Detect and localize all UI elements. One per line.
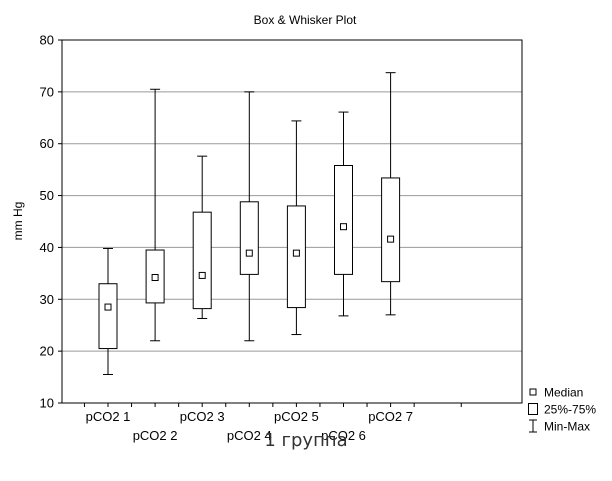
legend-item-box: 25%-75%	[528, 403, 596, 417]
median-marker	[104, 303, 112, 311]
plot-frame	[61, 39, 523, 404]
legend-item-small-square: Median	[529, 386, 583, 400]
box-5	[286, 120, 306, 336]
y-tick-label: 10	[40, 396, 54, 411]
median-marker	[387, 235, 395, 243]
y-tick-label: 70	[40, 84, 54, 99]
iqr-box	[381, 177, 401, 283]
box-7	[381, 72, 401, 316]
y-tick-label: 20	[40, 344, 54, 359]
legend-label: Min-Max	[544, 420, 590, 434]
legend-label: 25%-75%	[544, 403, 596, 417]
iqr-box	[239, 201, 259, 275]
median-marker	[198, 271, 206, 279]
median-marker	[292, 249, 300, 257]
box-1	[98, 247, 118, 375]
median-marker	[245, 249, 253, 257]
box-3	[192, 155, 212, 319]
median-marker	[151, 274, 159, 282]
y-tick-label: 60	[40, 136, 54, 151]
y-tick-label: 80	[40, 33, 54, 48]
boxes-group	[98, 72, 401, 375]
box-6	[334, 111, 353, 317]
x-tick-label: pCO2 7	[368, 409, 413, 424]
legend: Median 25%-75% Min-Max	[528, 386, 596, 434]
x-tick-label: pCO2 1	[86, 409, 131, 424]
chart-title: Box & Whisker Plot	[254, 13, 357, 27]
legend-item-whisker: Min-Max	[529, 419, 590, 434]
y-axis-label: mm Hg	[11, 202, 25, 241]
x-tick-label: pCO2 6	[321, 428, 366, 443]
median-marker	[340, 223, 347, 231]
y-tick-label: 40	[40, 240, 54, 255]
x-tick-label: pCO2 2	[133, 428, 178, 443]
iqr-box	[98, 283, 118, 350]
group-caption: 1 группа	[264, 430, 348, 451]
median-legend-icon	[529, 388, 537, 396]
y-tick-label: 30	[40, 292, 54, 307]
x-tick-label: pCO2 3	[180, 409, 225, 424]
iqr-box	[334, 164, 353, 275]
y-axis: 10 20 30 40 50 60 70 80	[40, 33, 62, 411]
box-2	[145, 88, 165, 342]
box-legend-icon	[528, 403, 538, 415]
box-4	[239, 91, 259, 342]
x-tick-label: pCO2 4	[227, 428, 272, 443]
x-tick-label: pCO2 5	[274, 409, 319, 424]
iqr-box	[192, 211, 212, 310]
iqr-box	[286, 205, 306, 309]
y-tick-label: 50	[40, 188, 54, 203]
legend-label: Median	[544, 386, 583, 400]
